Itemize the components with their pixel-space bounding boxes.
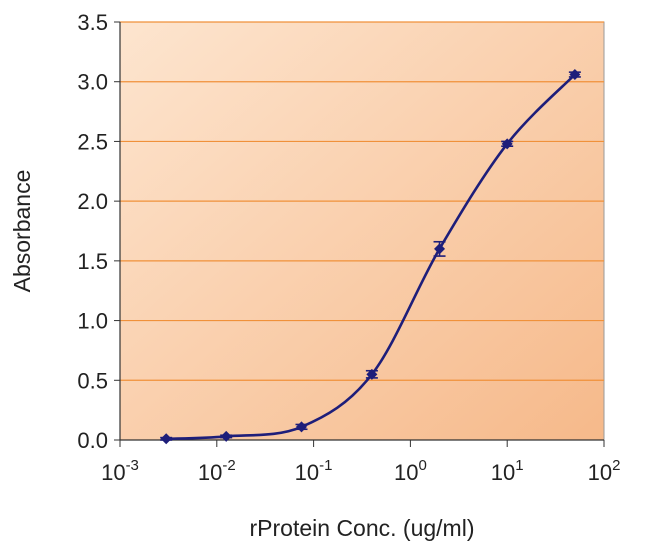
x-tick-labels: 10-3 10-2 10-1 100 101 102: [101, 457, 620, 485]
data-point-marker: [501, 138, 513, 150]
data-point-marker: [569, 69, 581, 81]
y-tick-labels: 0.0 0.5 1.0 1.5 2.0 2.5 3.0 3.5: [77, 10, 108, 453]
y-axis-label: Absorbance: [9, 170, 35, 293]
y-tick-label: 0.5: [77, 368, 108, 393]
y-tick-label: 1.5: [77, 249, 108, 274]
x-tick-label: 101: [491, 457, 524, 485]
plot-area: [119, 21, 605, 441]
y-tick-label: 0.0: [77, 428, 108, 453]
data-point-marker: [434, 243, 446, 255]
axes: [114, 21, 605, 447]
data-point-marker: [296, 421, 308, 433]
y-tick-label: 3.5: [77, 10, 108, 35]
x-tick-label: 10-2: [198, 457, 236, 485]
data-point-marker: [220, 430, 232, 442]
x-tick-label: 10-1: [295, 457, 333, 485]
y-tick-label: 1.0: [77, 309, 108, 334]
x-tick-label: 10-3: [101, 457, 139, 485]
data-point-marker: [366, 368, 378, 380]
data-series: [160, 69, 581, 445]
data-point-marker: [160, 433, 172, 445]
y-tick-label: 3.0: [77, 70, 108, 95]
y-tick-label: 2.0: [77, 189, 108, 214]
x-tick-label: 100: [394, 457, 427, 485]
gridlines: [120, 21, 604, 381]
x-axis-label: rProtein Conc. (ug/ml): [250, 515, 475, 541]
y-tick-label: 2.5: [77, 129, 108, 154]
x-tick-label: 102: [588, 457, 621, 485]
